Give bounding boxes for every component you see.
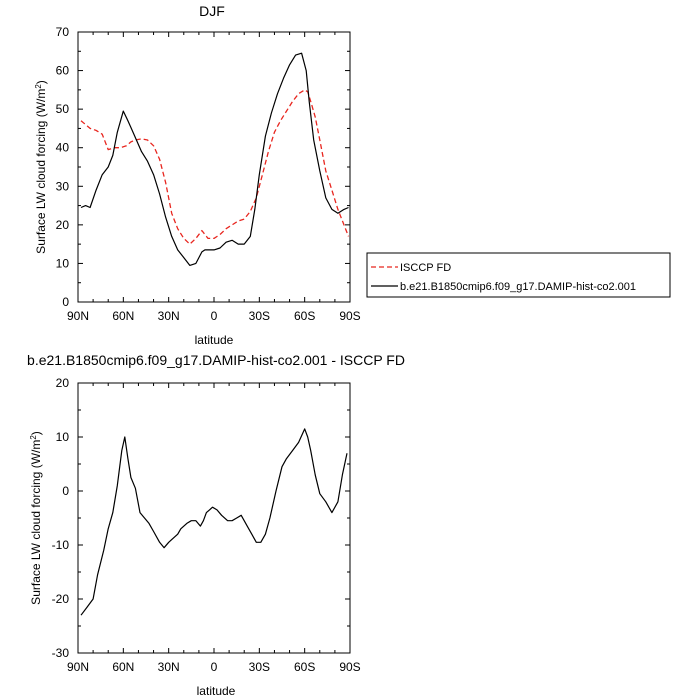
x-tick-label: 60S (294, 660, 315, 674)
y-tick-label: -10 (52, 538, 70, 552)
chart-title: b.e21.B1850cmip6.f09_g17.DAMIP-hist-co2.… (27, 352, 405, 368)
axis-ticks: 90N 60N 30N 0 30S 60S 90S -30 -20 -10 0 10 20 (52, 376, 361, 674)
y-tick-label: 70 (56, 25, 70, 39)
series-line-model (80, 428, 348, 616)
x-tick-label: 0 (211, 309, 218, 323)
legend-box (366, 252, 671, 298)
x-tick-label: 30S (249, 309, 270, 323)
x-tick-label: 90N (67, 660, 89, 674)
legend-entry-isccp: ISCCP FD (400, 262, 451, 274)
plot-frame (77, 382, 351, 654)
x-tick-label: 90S (339, 660, 360, 674)
y-tick-label: 40 (56, 141, 70, 155)
y-tick-label: 10 (56, 256, 70, 270)
x-axis-label: latitude (197, 684, 236, 698)
y-tick-label: 20 (56, 218, 70, 232)
legend-entry-model: b.e21.B1850cmip6.f09_g17.DAMIP-hist-co2.… (400, 281, 636, 293)
x-tick-label: 0 (211, 660, 218, 674)
legend: ISCCP FD b.e21.B1850cmip6.f09_g17.DAMIP-… (366, 252, 671, 298)
y-tick-label: 60 (56, 64, 70, 78)
series-group (80, 428, 348, 616)
x-tick-label: 60N (112, 309, 134, 323)
chart-difference: b.e21.B1850cmip6.f09_g17.DAMIP-hist-co2.… (27, 352, 405, 698)
x-tick-label: 60N (112, 660, 134, 674)
y-tick-label: 30 (56, 179, 70, 193)
y-tick-label: 0 (62, 295, 69, 309)
y-tick-label: 0 (62, 484, 69, 498)
y-axis-label: Surface LW cloud forcing (W/m2) (34, 80, 48, 254)
y-tick-label: 10 (56, 430, 70, 444)
x-tick-label: 30S (249, 660, 270, 674)
axis-ticks: 90N 60N 30N 0 30S 60S 90S 0 10 20 30 40 50 60 70 (56, 25, 361, 323)
chart-djf: DJF 90N 60N 30N 0 30S 60S 90S 0 10 20 30 40 50 60 70 l… (34, 3, 671, 347)
series-line-model (80, 52, 349, 266)
plot-frame (77, 31, 351, 303)
series-group (80, 52, 350, 266)
x-axis-label: latitude (195, 333, 234, 347)
y-tick-label: -30 (52, 646, 70, 660)
x-tick-label: 30N (158, 309, 180, 323)
y-tick-label: -20 (52, 592, 70, 606)
y-tick-label: 50 (56, 102, 70, 116)
series-line-isccp (80, 89, 350, 245)
chart-title: DJF (199, 3, 225, 19)
y-axis-label: Surface LW cloud forcing (W/m2) (29, 431, 43, 605)
x-tick-label: 30N (158, 660, 180, 674)
x-tick-label: 90N (67, 309, 89, 323)
x-tick-label: 90S (339, 309, 360, 323)
y-tick-label: 20 (56, 376, 70, 390)
x-tick-label: 60S (294, 309, 315, 323)
